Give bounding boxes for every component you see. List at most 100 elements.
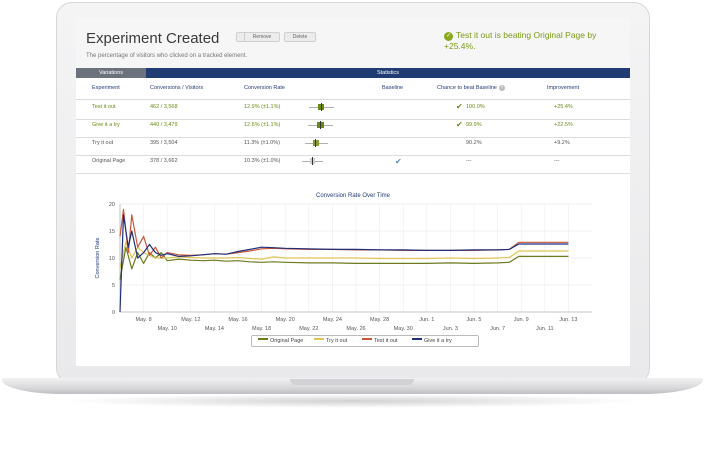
divider	[76, 119, 630, 120]
series-line-original-page	[119, 246, 569, 280]
col-header-conversion-rate: Conversion Rate	[244, 85, 285, 91]
chance-value: 99.9%	[466, 122, 482, 128]
x-tick-label: Jun. 7	[490, 326, 505, 332]
col-header-improvement: Improvement	[547, 85, 580, 91]
conversions-value: 395 / 3,504	[150, 140, 178, 146]
legend-label: Try it out	[326, 338, 348, 344]
conversions-value: 462 / 3,568	[150, 104, 178, 110]
x-tick-label: May. 14	[205, 326, 224, 332]
col-header-conversions: Conversions / Visitors	[150, 85, 204, 91]
conversion-rate-value: 11.3% (±1.0%)	[244, 140, 280, 146]
chart-title: Conversion Rate Over Time	[315, 193, 391, 199]
divider	[76, 137, 630, 138]
chance-value: 100.0%	[466, 104, 485, 110]
x-tick-label: Jun. 13	[559, 317, 577, 323]
info-icon[interactable]: ?	[498, 85, 505, 91]
col-header-experiment: Experiment	[92, 85, 120, 91]
delete-button[interactable]: Delete	[284, 32, 316, 42]
legend-item[interactable]: Try it out	[314, 338, 347, 344]
chart-legend: Original Page Try it out Test it out Give i…	[251, 335, 479, 347]
conversions-value: 378 / 3,662	[150, 158, 178, 164]
x-tick-label: May. 30	[394, 326, 413, 332]
col-header-chance: Chance to beat Baseline?	[437, 85, 505, 91]
conversions-value: 440 / 3,479	[150, 122, 178, 128]
laptop-notch	[290, 379, 414, 385]
boxplot-median	[315, 139, 317, 147]
x-tick-label: Jun. 9	[514, 317, 529, 323]
confidence-boxplot	[300, 121, 336, 129]
check-icon: ✔	[456, 102, 463, 111]
boxplot-median	[321, 103, 323, 111]
series-line-try-it-out	[119, 241, 569, 269]
laptop-shadow	[60, 394, 645, 408]
legend-label: Test it out	[374, 338, 398, 344]
variation-name[interactable]: Test it out	[92, 104, 116, 110]
legend-item[interactable]: Give it a try	[412, 338, 452, 344]
legend-swatch	[362, 338, 372, 340]
app-screen: Experiment Created Edit Remove Delete Th…	[76, 18, 630, 366]
divider	[76, 155, 630, 156]
y-tick-label: 0	[112, 310, 115, 316]
confidence-boxplot	[300, 139, 336, 147]
x-tick-label: May. 26	[346, 326, 365, 332]
x-tick-label: Jun. 5	[467, 317, 482, 323]
winner-text: Test it out is beating Original Page by …	[444, 30, 597, 51]
conversion-rate-value: 12.6% (±1.1%)	[244, 122, 281, 128]
confidence-boxplot	[300, 157, 336, 165]
x-tick-label: May. 16	[228, 317, 247, 323]
check-icon: ✔	[456, 120, 463, 129]
conversion-rate-value: 12.9% (±1.1%)	[244, 104, 281, 110]
experiment-description: The percentage of visitors who clicked o…	[86, 53, 248, 59]
variation-name[interactable]: Give it a try	[92, 122, 120, 128]
x-tick-label: Jun. 1	[419, 317, 434, 323]
legend-label: Give it a try	[424, 338, 452, 344]
legend-label: Original Page	[270, 338, 304, 344]
x-tick-label: May. 20	[276, 317, 295, 323]
divider	[76, 173, 630, 174]
conversion-rate-chart: 0 5 10 15 20 May. 8 May. 10 May. 12 May. 14 May. …	[95, 202, 592, 332]
chance-value: ---	[466, 158, 472, 164]
legend-swatch	[258, 338, 268, 340]
chance-label: Chance to beat Baseline	[437, 85, 497, 91]
laptop-base	[2, 378, 703, 394]
baseline-check-icon: ✔	[395, 157, 402, 166]
x-tick-label: Jun. 11	[536, 326, 554, 332]
check-circle-icon: ✓	[444, 32, 453, 41]
variation-name[interactable]: Original Page	[92, 158, 126, 164]
winner-message: ✓ Test it out is beating Original Page by…	[444, 30, 604, 52]
variation-name[interactable]: Try it out	[92, 140, 114, 146]
tab-statistics[interactable]: Statistics	[376, 70, 399, 76]
x-tick-label: May. 24	[323, 317, 342, 323]
improvement-value: +25.4%	[554, 104, 573, 110]
series-line-give-it-a-try	[119, 214, 569, 313]
tab-variations[interactable]: Variations	[76, 68, 146, 78]
chance-value: 90.2%	[466, 140, 482, 146]
legend-swatch	[314, 338, 324, 340]
improvement-value: +9.2%	[554, 140, 570, 146]
x-tick-label: Jun. 3	[443, 326, 458, 332]
divider	[76, 99, 630, 100]
y-tick-label: 10	[109, 256, 115, 262]
legend-item[interactable]: Test it out	[362, 338, 398, 344]
x-tick-label: May. 12	[181, 317, 200, 323]
y-axis-label: Conversion Rate	[95, 238, 101, 279]
series-line-test-it-out	[119, 208, 569, 259]
x-tick-label: May. 28	[370, 317, 389, 323]
conversion-rate-value: 10.3% (±1.0%)	[244, 158, 281, 164]
boxplot-median	[320, 121, 322, 129]
legend-item[interactable]: Original Page	[258, 338, 303, 344]
legend-swatch	[412, 338, 422, 340]
improvement-value: ---	[554, 158, 560, 164]
confidence-boxplot	[300, 103, 336, 111]
x-tick-label: May. 18	[252, 326, 271, 332]
y-tick-label: 20	[109, 202, 115, 208]
x-tick-label: May. 10	[158, 326, 177, 332]
page-title: Experiment Created	[86, 30, 220, 47]
col-header-baseline: Baseline	[382, 85, 404, 91]
x-tick-label: May. 22	[299, 326, 318, 332]
improvement-value: +22.5%	[554, 122, 573, 128]
x-tick-label: May. 8	[136, 317, 152, 323]
remove-button[interactable]: Remove	[244, 32, 280, 42]
y-tick-label: 15	[109, 229, 115, 235]
tab-bar: Variations Statistics	[76, 68, 630, 78]
